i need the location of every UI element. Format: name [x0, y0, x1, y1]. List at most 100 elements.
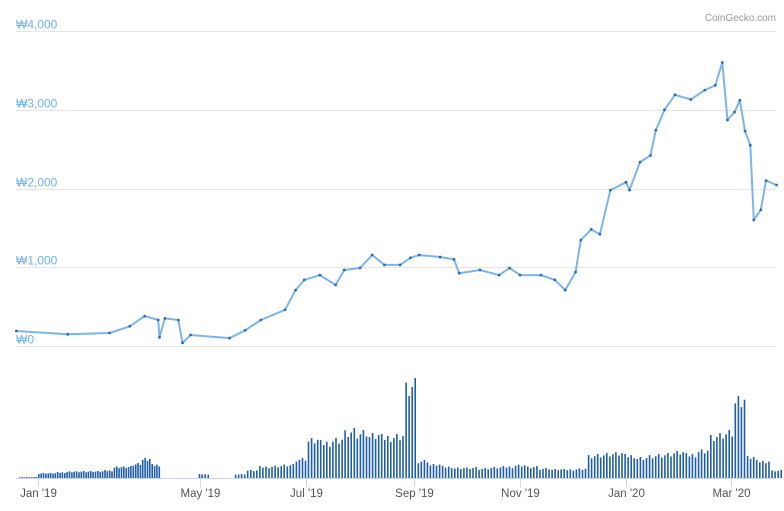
- volume-bar: [502, 466, 505, 478]
- volume-bar: [33, 477, 35, 478]
- price-point[interactable]: [598, 232, 602, 236]
- price-point[interactable]: [759, 208, 763, 212]
- price-point[interactable]: [689, 98, 693, 101]
- price-point[interactable]: [713, 83, 717, 87]
- price-point[interactable]: [574, 270, 577, 274]
- price-point[interactable]: [764, 179, 768, 183]
- price-point[interactable]: [457, 271, 461, 275]
- price-point[interactable]: [177, 318, 180, 322]
- volume-bar: [368, 437, 371, 478]
- price-point[interactable]: [654, 128, 658, 132]
- price-point[interactable]: [189, 333, 193, 337]
- volume-bar: [511, 468, 514, 478]
- price-point[interactable]: [228, 336, 231, 340]
- price-point[interactable]: [589, 228, 593, 231]
- price-point[interactable]: [294, 288, 297, 292]
- volume-bar: [250, 470, 252, 478]
- price-point[interactable]: [370, 253, 374, 257]
- price-point[interactable]: [478, 268, 482, 272]
- volume-bar: [752, 457, 755, 478]
- price-point[interactable]: [579, 238, 583, 242]
- volume-bar: [316, 439, 319, 478]
- price-point[interactable]: [383, 263, 386, 267]
- price-point[interactable]: [738, 98, 742, 102]
- price-point[interactable]: [334, 283, 337, 287]
- price-point[interactable]: [158, 335, 161, 339]
- price-point[interactable]: [156, 318, 160, 322]
- volume-bar: [130, 466, 132, 478]
- price-point[interactable]: [417, 253, 421, 257]
- price-point[interactable]: [663, 108, 666, 112]
- price-point[interactable]: [318, 273, 322, 277]
- price-point[interactable]: [748, 143, 752, 147]
- volume-bar: [61, 472, 64, 478]
- price-point[interactable]: [518, 273, 522, 277]
- volume-bar: [578, 468, 581, 478]
- y-tick-label: ₩3,000: [16, 97, 58, 111]
- volume-bar: [137, 463, 139, 478]
- price-point[interactable]: [508, 266, 511, 270]
- price-point[interactable]: [553, 278, 557, 282]
- volume-bar: [639, 457, 642, 478]
- price-point[interactable]: [733, 110, 736, 114]
- price-point[interactable]: [409, 256, 412, 260]
- price-point[interactable]: [358, 266, 362, 270]
- volume-bar: [530, 468, 532, 478]
- price-series: [15, 61, 778, 345]
- volume-bar: [149, 458, 151, 478]
- price-point[interactable]: [673, 93, 677, 97]
- volume-bar: [593, 456, 596, 478]
- price-point[interactable]: [302, 278, 306, 282]
- price-point[interactable]: [497, 273, 501, 277]
- price-point[interactable]: [108, 331, 111, 335]
- price-point[interactable]: [243, 328, 247, 332]
- volume-bar: [475, 467, 477, 478]
- volume-bar: [725, 434, 727, 478]
- volume-bar: [642, 460, 645, 478]
- price-point[interactable]: [752, 218, 756, 222]
- volume-bar: [40, 473, 42, 478]
- price-point[interactable]: [259, 318, 263, 322]
- price-point[interactable]: [563, 288, 567, 292]
- price-point[interactable]: [15, 329, 18, 333]
- price-point[interactable]: [726, 118, 729, 122]
- volume-bar: [101, 471, 104, 478]
- volume-bar: [64, 473, 66, 478]
- volume-bar: [624, 454, 626, 478]
- price-point[interactable]: [342, 268, 346, 272]
- price-point[interactable]: [775, 183, 778, 187]
- price-point[interactable]: [398, 263, 402, 267]
- x-tick-label: Jul '19: [290, 488, 323, 500]
- price-point[interactable]: [143, 314, 147, 318]
- volume-bar: [466, 467, 468, 478]
- volume-bar: [746, 456, 749, 478]
- price-point[interactable]: [638, 160, 642, 164]
- x-tick-label: May '19: [181, 488, 221, 500]
- price-point[interactable]: [163, 317, 167, 320]
- volume-bar: [23, 477, 26, 478]
- volume-bar: [587, 455, 590, 478]
- volume-bar: [68, 471, 71, 478]
- volume-bar: [28, 477, 31, 478]
- price-point[interactable]: [181, 341, 184, 345]
- price-point[interactable]: [628, 188, 631, 192]
- price-point[interactable]: [539, 273, 543, 277]
- volume-bar: [108, 470, 111, 478]
- price-point[interactable]: [609, 188, 612, 192]
- price-point[interactable]: [649, 154, 652, 157]
- price-point[interactable]: [283, 308, 287, 312]
- price-point[interactable]: [703, 88, 707, 92]
- coingecko-credit-link[interactable]: CoinGecko.com: [705, 13, 776, 24]
- price-point[interactable]: [452, 258, 456, 261]
- volume-bar: [450, 468, 453, 478]
- price-point[interactable]: [66, 332, 70, 336]
- price-point[interactable]: [128, 324, 132, 328]
- volume-bar: [85, 472, 87, 478]
- volume-bar: [520, 466, 523, 478]
- price-point[interactable]: [438, 255, 442, 259]
- price-point[interactable]: [624, 180, 628, 184]
- price-point[interactable]: [720, 61, 724, 64]
- volume-bar: [371, 433, 374, 478]
- price-point[interactable]: [743, 129, 747, 133]
- volume-bar: [151, 464, 153, 478]
